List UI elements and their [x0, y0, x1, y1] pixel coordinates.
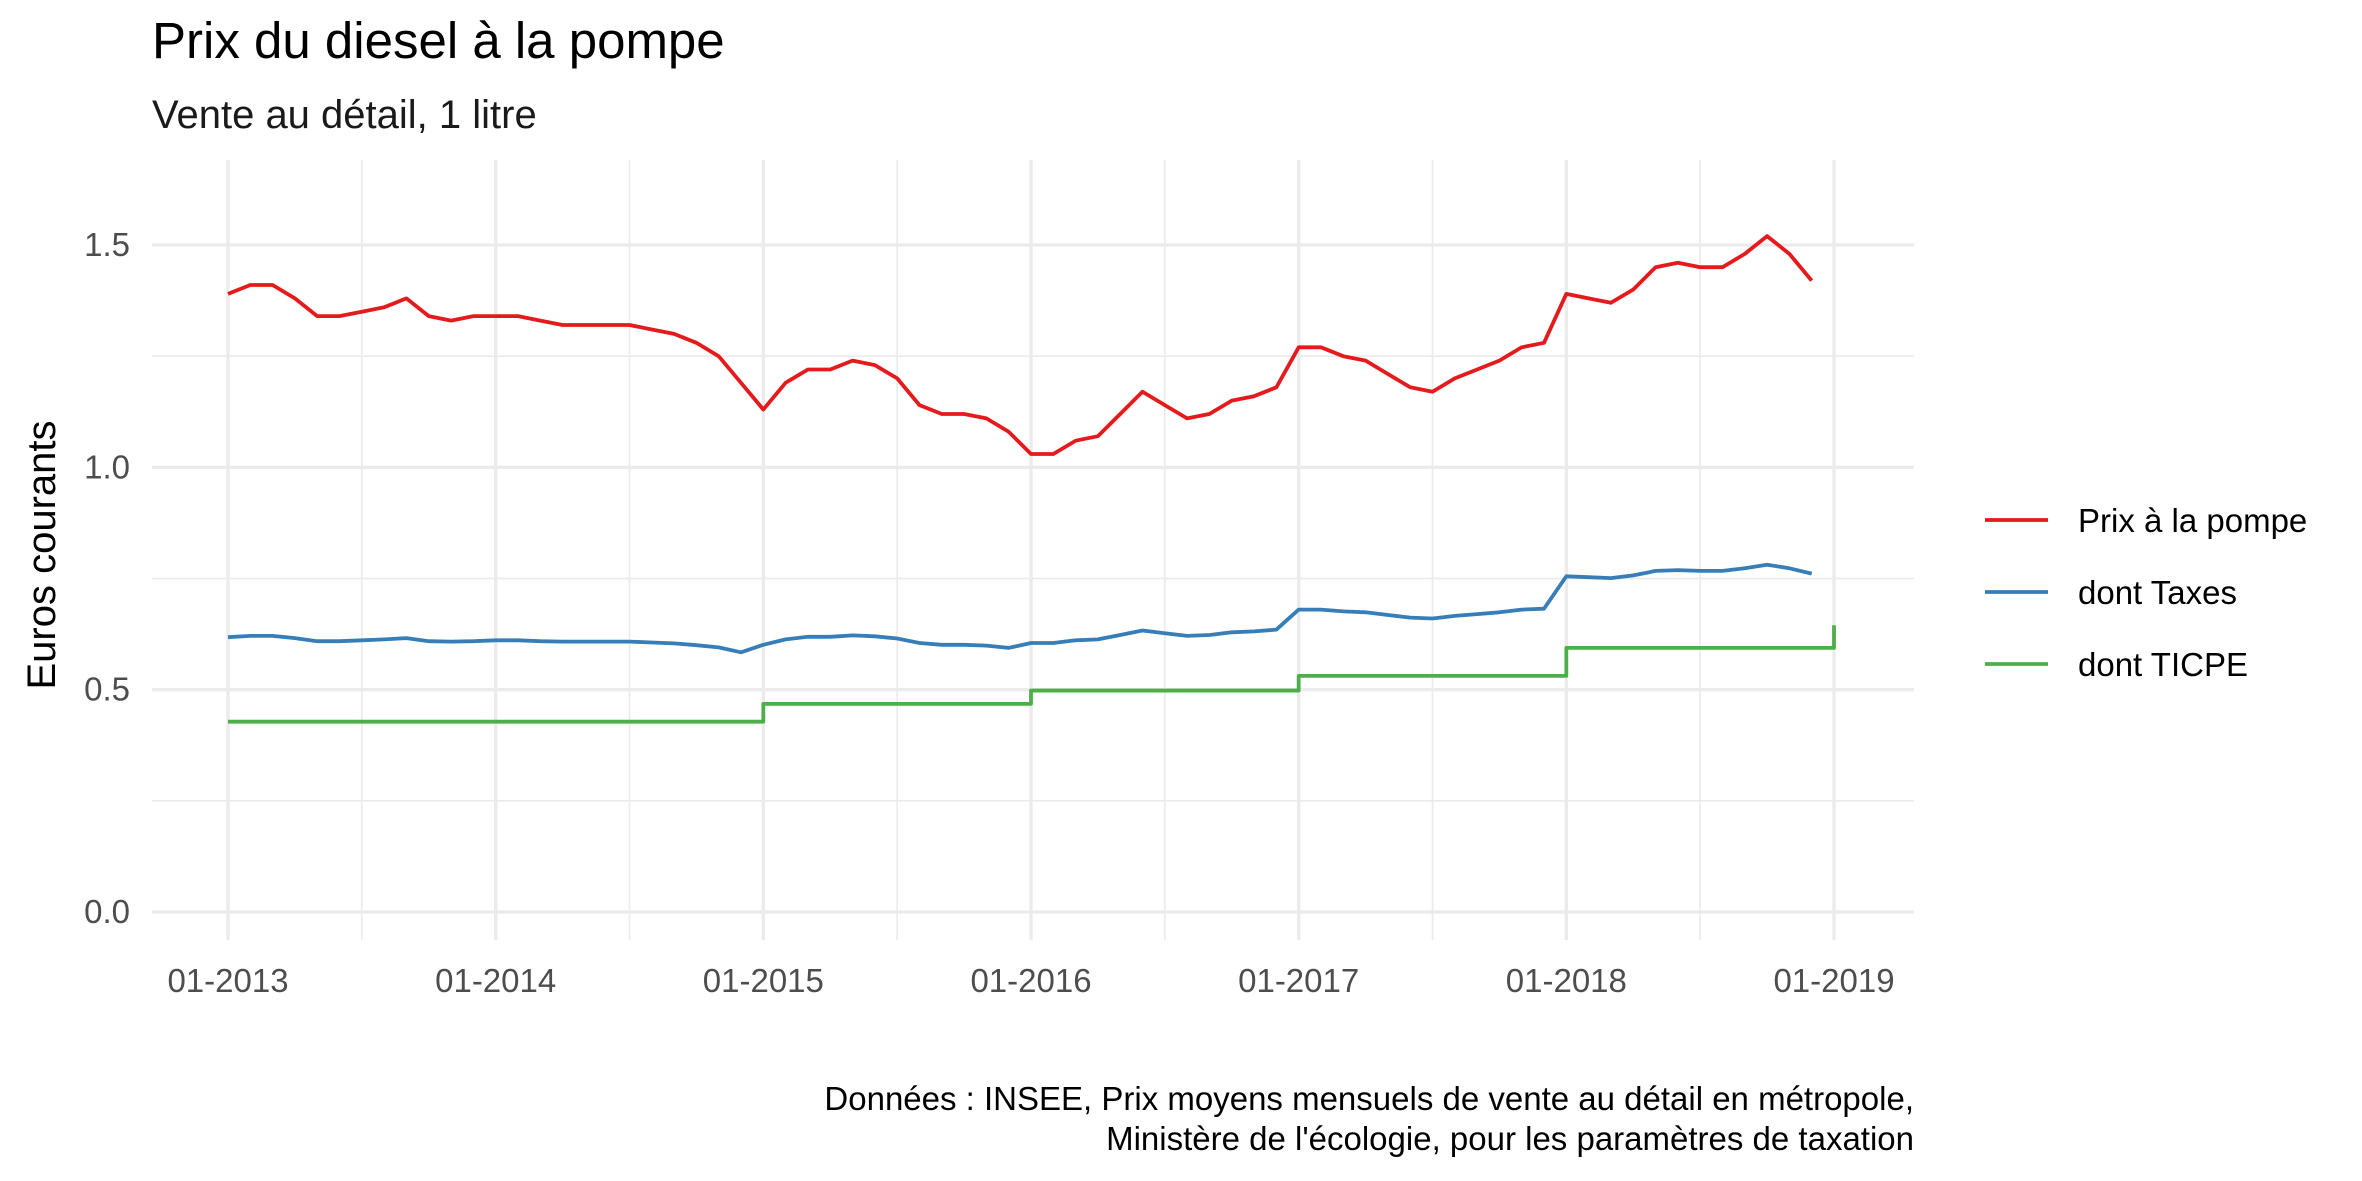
y-axis-ticks: 0.0 0.5 1.0 1.5	[84, 226, 130, 930]
x-tick-label-6: 01-2019	[1773, 962, 1894, 999]
chart-title: Prix du diesel à la pompe	[152, 12, 725, 69]
caption-line-1: Données : INSEE, Prix moyens mensuels de…	[824, 1080, 1914, 1117]
chart-subtitle: Vente au détail, 1 litre	[152, 93, 537, 137]
x-tick-label-1: 01-2014	[435, 962, 556, 999]
x-tick-label-2: 01-2015	[703, 962, 824, 999]
x-tick-label-0: 01-2013	[167, 962, 288, 999]
y-tick-label-0: 0.0	[84, 893, 130, 930]
x-tick-label-3: 01-2016	[970, 962, 1091, 999]
x-tick-label-5: 01-2018	[1506, 962, 1627, 999]
series-lines	[227, 234, 1836, 724]
caption-line-2: Ministère de l'écologie, pour les paramè…	[1106, 1120, 1914, 1157]
y-axis-label: Euros courants	[20, 420, 64, 689]
x-axis-ticks: 01-2013 01-2014 01-2015 01-2016 01-2017 01-20…	[167, 962, 1894, 999]
series-line-0	[227, 234, 1814, 456]
y-tick-label-3: 1.5	[84, 226, 130, 263]
y-tick-label-1: 0.5	[84, 671, 130, 708]
caption: Données : INSEE, Prix moyens mensuels de…	[824, 1080, 1914, 1157]
legend: Prix à la pompe dont Taxes dont TICPE	[1985, 502, 2307, 683]
x-tick-label-4: 01-2017	[1238, 962, 1359, 999]
y-tick-label-2: 1.0	[84, 448, 130, 485]
series-line-2	[228, 625, 1836, 724]
gridlines	[152, 160, 1914, 940]
legend-label-1: dont Taxes	[2078, 574, 2237, 611]
legend-label-2: dont TICPE	[2078, 646, 2248, 683]
legend-label-0: Prix à la pompe	[2078, 502, 2307, 539]
series-line-1	[227, 562, 1813, 655]
